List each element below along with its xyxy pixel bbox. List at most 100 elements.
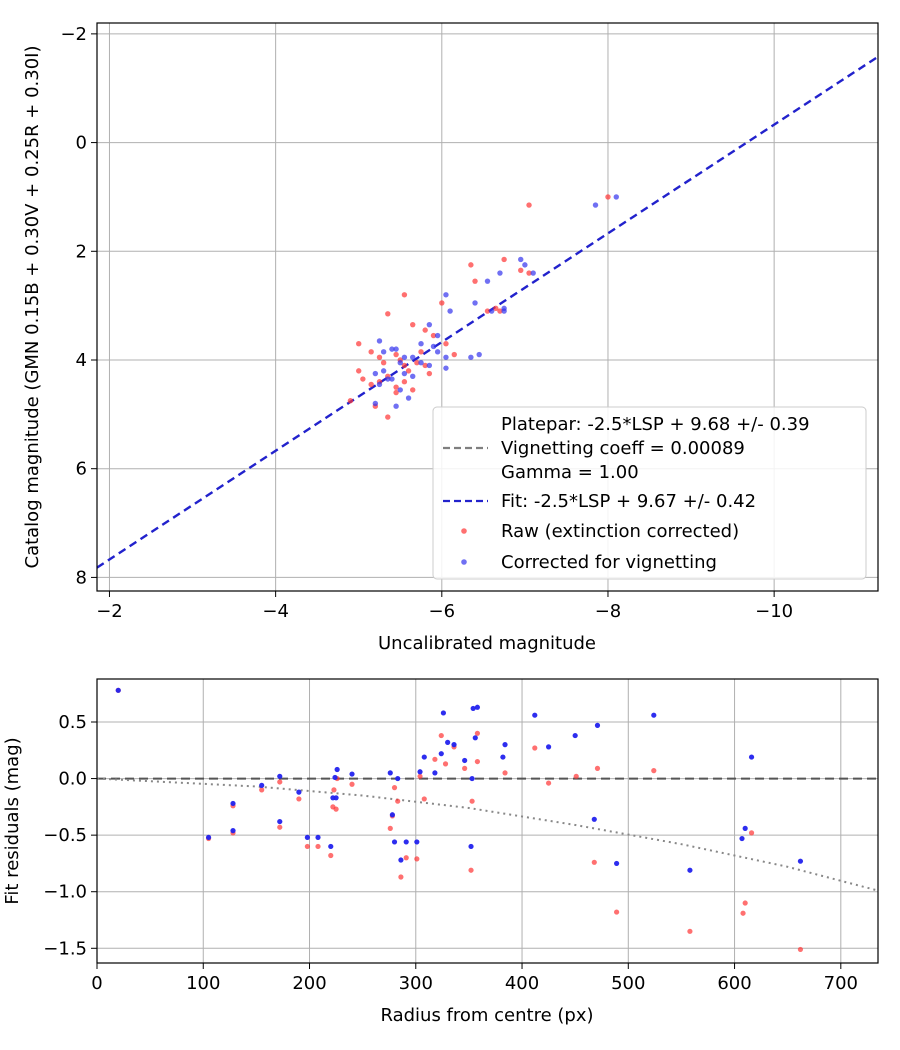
- raw-residual-point: [749, 830, 754, 835]
- raw-residual-point: [743, 900, 748, 905]
- corrected-residual-point: [116, 688, 121, 693]
- raw-point: [393, 352, 398, 357]
- raw-residual-point: [469, 799, 474, 804]
- bottom-x-tick-label: 300: [399, 973, 433, 994]
- bottom-y-tick-label: 0.0: [58, 769, 87, 790]
- corrected-residual-point: [743, 826, 748, 831]
- corrected-residual-point: [739, 836, 744, 841]
- bottom-y-tick-label: 0.5: [58, 712, 87, 733]
- raw-point: [452, 352, 457, 357]
- corrected-residual-point: [328, 844, 333, 849]
- raw-residual-point: [414, 856, 419, 861]
- corrected-point: [443, 355, 448, 360]
- raw-point: [418, 349, 423, 354]
- legend-fit-text: Fit: -2.5*LSP + 9.67 +/- 0.42: [501, 491, 756, 512]
- corrected-point: [410, 374, 415, 379]
- raw-point: [410, 387, 415, 392]
- corrected-residual-point: [390, 812, 395, 817]
- raw-point: [518, 268, 523, 273]
- legend-corrected-swatch: [461, 559, 467, 565]
- raw-residual-point: [443, 761, 448, 766]
- corrected-residual-point: [451, 742, 456, 747]
- bottom-y-tick-label: −0.5: [43, 825, 87, 846]
- corrected-residual-point: [445, 740, 450, 745]
- raw-residual-point: [475, 759, 480, 764]
- raw-residual-point: [333, 807, 338, 812]
- raw-residual-point: [331, 787, 336, 792]
- corrected-residual-point: [651, 713, 656, 718]
- raw-point: [381, 360, 386, 365]
- corrected-residual-point: [749, 754, 754, 759]
- raw-residual-point: [315, 844, 320, 849]
- corrected-point: [447, 308, 452, 313]
- corrected-point: [393, 403, 398, 408]
- raw-point: [356, 341, 361, 346]
- raw-point: [472, 278, 477, 283]
- corrected-point: [373, 371, 378, 376]
- raw-point: [356, 368, 361, 373]
- raw-point: [605, 194, 610, 199]
- legend-raw-text: Raw (extinction corrected): [501, 521, 739, 542]
- corrected-point: [418, 341, 423, 346]
- corrected-point: [406, 395, 411, 400]
- raw-point: [443, 341, 448, 346]
- corrected-point: [431, 344, 436, 349]
- corrected-point: [427, 363, 432, 368]
- raw-point: [410, 322, 415, 327]
- corrected-residual-point: [335, 767, 340, 772]
- top-y-axis-label: Catalog magnitude (GMN 0.15B + 0.30V + 0…: [22, 45, 43, 568]
- corrected-point: [373, 401, 378, 406]
- raw-point: [422, 327, 427, 332]
- corrected-residual-point: [687, 868, 692, 873]
- corrected-residual-point: [305, 835, 310, 840]
- raw-residual-point: [259, 787, 264, 792]
- raw-residual-point: [395, 799, 400, 804]
- corrected-point: [489, 308, 494, 313]
- raw-point: [385, 311, 390, 316]
- bottom-x-tick-label: 100: [186, 973, 220, 994]
- bottom-x-tick-label: 400: [505, 973, 539, 994]
- corrected-point: [443, 292, 448, 297]
- legend-platepar-text: Platepar: -2.5*LSP + 9.68 +/- 0.39: [501, 414, 810, 435]
- corrected-point: [435, 349, 440, 354]
- corrected-point: [385, 376, 390, 381]
- corrected-residual-point: [614, 861, 619, 866]
- legend-vignetting-text: Vignetting coeff = 0.00089: [501, 438, 745, 459]
- raw-residual-point: [432, 757, 437, 762]
- top-x-ticks: −2 −4 −6 −8 −10: [96, 591, 793, 622]
- corrected-residual-point: [469, 776, 474, 781]
- bottom-y-tick-label: −1.0: [43, 882, 87, 903]
- corrected-residual-point: [404, 839, 409, 844]
- raw-residual-point: [404, 855, 409, 860]
- bottom-x-tick-label: 700: [824, 973, 858, 994]
- corrected-residual-point: [532, 713, 537, 718]
- legend: Platepar: -2.5*LSP + 9.68 +/- 0.39 Vigne…: [433, 407, 866, 579]
- raw-residual-point: [328, 853, 333, 858]
- raw-residual-point: [392, 785, 397, 790]
- raw-residual-point: [502, 770, 507, 775]
- top-x-tick-label: −8: [595, 601, 622, 622]
- raw-point: [439, 300, 444, 305]
- raw-residual-point: [592, 860, 597, 865]
- raw-residual-point: [462, 766, 467, 771]
- top-y-tick-label: 2: [76, 241, 87, 262]
- corrected-point: [377, 382, 382, 387]
- corrected-residual-point: [441, 710, 446, 715]
- corrected-residual-point: [432, 770, 437, 775]
- legend-raw-swatch: [461, 528, 467, 534]
- corrected-residual-point: [392, 839, 397, 844]
- raw-point: [348, 398, 353, 403]
- corrected-point: [468, 355, 473, 360]
- figure: −2 −4 −6 −8 −10 −202468 Uncalibrated magnitu…: [0, 0, 900, 1050]
- top-points: [348, 194, 619, 420]
- raw-residual-point: [687, 929, 692, 934]
- corrected-point: [410, 355, 415, 360]
- top-x-tick-label: −10: [755, 601, 793, 622]
- raw-residual-point: [651, 768, 656, 773]
- raw-point: [468, 262, 473, 267]
- legend-corrected-text: Corrected for vignetting: [501, 552, 717, 573]
- corrected-residual-point: [414, 839, 419, 844]
- corrected-residual-point: [230, 801, 235, 806]
- corrected-point: [476, 352, 481, 357]
- top-x-tick-label: −6: [429, 601, 456, 622]
